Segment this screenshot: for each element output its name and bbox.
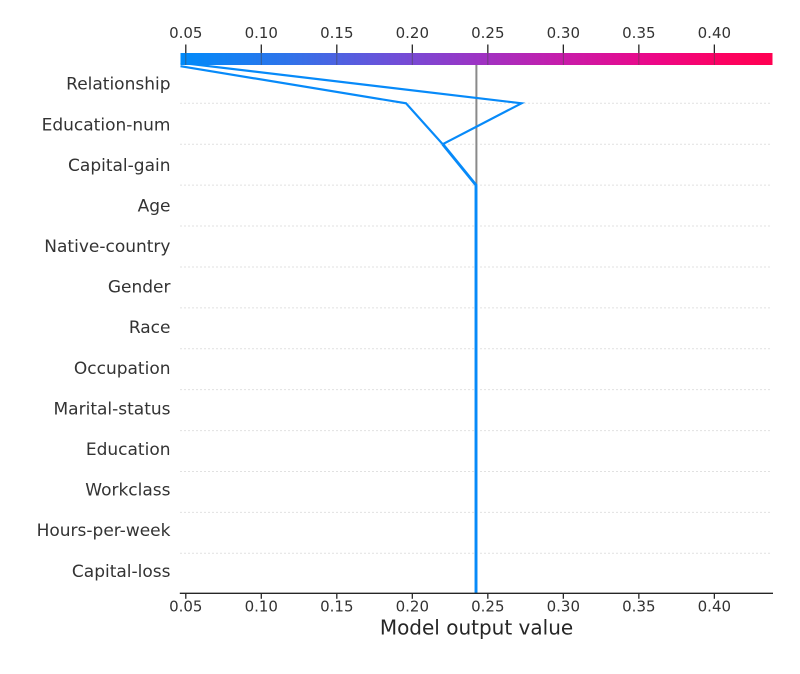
x-axis-tick-label: 0.20 bbox=[396, 598, 429, 616]
x-axis-tick-label: 0.40 bbox=[698, 598, 731, 616]
colorbar-axis-tick-label: 0.35 bbox=[622, 24, 655, 42]
colorbar-tick-lines bbox=[185, 53, 715, 65]
x-axis-tick-label: 0.30 bbox=[547, 598, 580, 616]
x-axis-tick-labels: 0.05 0.10 0.15 0.20 0.25 0.30 0.35 0.40 bbox=[169, 598, 731, 616]
feature-label-capital-loss: Capital-loss bbox=[72, 562, 171, 582]
feature-label-workclass: Workclass bbox=[85, 481, 170, 501]
colorbar bbox=[180, 53, 773, 65]
colorbar-axis-ticks bbox=[185, 44, 716, 53]
x-axis-title: Model output value bbox=[380, 616, 573, 640]
feature-label-marital-status: Marital-status bbox=[54, 399, 171, 419]
decision-path-shared-segment bbox=[441, 143, 478, 594]
x-axis-tick-label: 0.35 bbox=[622, 598, 655, 616]
x-axis-tick-label: 0.10 bbox=[245, 598, 278, 616]
x-axis-tick-label: 0.25 bbox=[471, 598, 504, 616]
feature-label-gender: Gender bbox=[108, 278, 171, 298]
feature-label-native-country: Native-country bbox=[44, 237, 170, 257]
feature-label-occupation: Occupation bbox=[74, 359, 171, 379]
decision-path-observation-2 bbox=[180, 65, 444, 145]
colorbar-axis-tick-label: 0.15 bbox=[320, 24, 353, 42]
feature-label-education: Education bbox=[86, 440, 171, 460]
feature-label-relationship: Relationship bbox=[66, 75, 170, 95]
x-axis-tick-label: 0.15 bbox=[320, 598, 353, 616]
x-axis-tick-label: 0.05 bbox=[169, 598, 202, 616]
decision-path-observation-1 bbox=[180, 61, 526, 146]
x-axis-ticks bbox=[185, 593, 716, 599]
feature-label-age: Age bbox=[138, 196, 171, 216]
feature-label-capital-gain: Capital-gain bbox=[68, 156, 170, 176]
colorbar-axis-tick-label: 0.10 bbox=[245, 24, 278, 42]
feature-label-hours-per-week: Hours-per-week bbox=[37, 521, 171, 541]
colorbar-axis-tick-labels: 0.05 0.10 0.15 0.20 0.25 0.30 0.35 0.40 bbox=[169, 24, 731, 42]
feature-labels: Relationship Education-num Capital-gain Age… bbox=[37, 75, 171, 582]
feature-label-race: Race bbox=[129, 318, 171, 338]
decision-paths bbox=[180, 61, 526, 594]
colorbar-axis-tick-label: 0.40 bbox=[698, 24, 731, 42]
colorbar-axis-tick-label: 0.25 bbox=[471, 24, 504, 42]
colorbar-axis-tick-label: 0.30 bbox=[547, 24, 580, 42]
colorbar-axis-tick-label: 0.20 bbox=[396, 24, 429, 42]
colorbar-axis-tick-label: 0.05 bbox=[169, 24, 202, 42]
feature-label-education-num: Education-num bbox=[42, 115, 171, 135]
